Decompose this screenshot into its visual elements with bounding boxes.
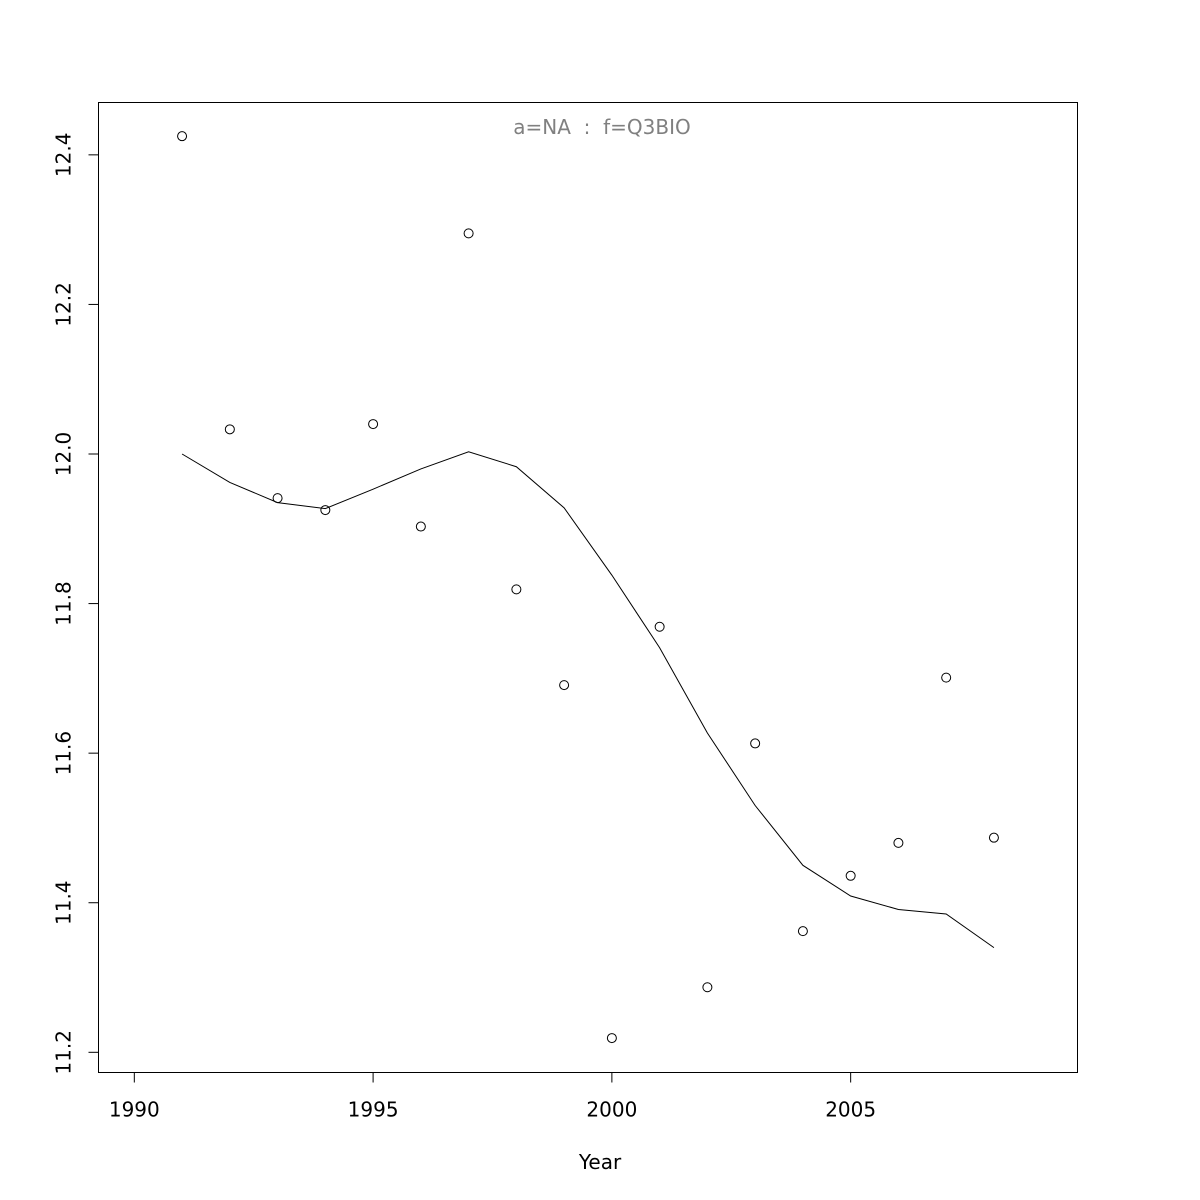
- data-point: [177, 131, 188, 142]
- data-point: [320, 505, 331, 516]
- data-point: [988, 832, 999, 843]
- data-point: [415, 521, 426, 532]
- y-tick-label: 11.4: [52, 880, 76, 925]
- data-point: [463, 228, 474, 239]
- data-point: [606, 1033, 617, 1044]
- x-tick-label: 2000: [586, 1098, 637, 1122]
- x-axis-label: Year: [578, 1150, 622, 1174]
- data-point: [559, 680, 570, 691]
- x-tick-label: 2005: [825, 1098, 876, 1122]
- y-tick-label: 11.2: [52, 1030, 76, 1075]
- data-point: [797, 926, 808, 937]
- x-tick-label: 1990: [109, 1098, 160, 1122]
- data-point: [702, 982, 713, 993]
- data-point: [368, 419, 379, 430]
- data-point: [845, 870, 856, 881]
- y-tick-label: 11.6: [52, 731, 76, 776]
- y-tick-label: 11.8: [52, 581, 76, 626]
- data-point: [893, 837, 904, 848]
- smoothed-trend-line: [181, 451, 995, 949]
- panel-annotation: a=NA : f=Q3BIO: [513, 115, 690, 139]
- plot-frame: [98, 102, 1078, 1073]
- data-point: [511, 584, 522, 595]
- y-tick-label: 12.4: [52, 133, 76, 178]
- data-point: [941, 672, 952, 683]
- y-tick-label: 12.0: [52, 432, 76, 477]
- data-point: [750, 738, 761, 749]
- data-point: [224, 424, 235, 435]
- x-tick-label: 1995: [348, 1098, 399, 1122]
- data-point: [654, 621, 665, 632]
- y-axis: 11.2 11.4 11.6 11.8 12.0 12.2 12.4: [52, 133, 99, 1075]
- x-axis: 1990 1995 2000 2005: [109, 1072, 876, 1122]
- series-layer: [177, 131, 999, 1044]
- y-tick-label: 12.2: [52, 282, 76, 327]
